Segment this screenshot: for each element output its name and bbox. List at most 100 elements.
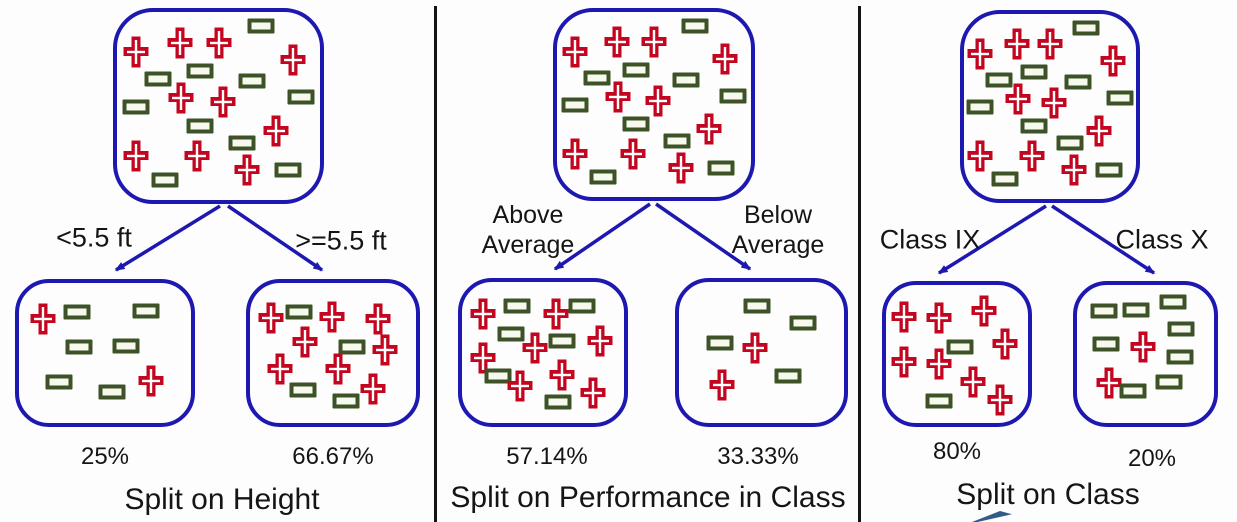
percentage-left: 57.14% <box>506 443 588 470</box>
minus-icon <box>1159 294 1187 310</box>
plus-icon <box>605 81 631 113</box>
plus-icon <box>184 140 210 172</box>
plus-icon <box>280 44 306 76</box>
plus-icon <box>742 332 768 364</box>
plus-icon <box>641 26 667 58</box>
minus-icon <box>497 326 525 342</box>
minus-icon <box>622 116 650 132</box>
minus-icon <box>583 70 611 86</box>
plus-icon <box>210 86 236 118</box>
minus-icon <box>548 333 576 349</box>
minus-icon <box>228 135 256 151</box>
percentage-left: 80% <box>932 438 982 465</box>
minus-icon <box>98 384 126 400</box>
plus-icon <box>987 384 1013 416</box>
panel-divider <box>434 6 437 522</box>
plus-icon <box>549 359 575 391</box>
percentage-right: 20% <box>1127 445 1177 472</box>
plus-icon <box>580 377 606 409</box>
plus-icon <box>709 369 735 401</box>
plus-icon <box>1037 28 1063 60</box>
plus-icon <box>712 43 738 75</box>
plus-icon <box>891 301 917 333</box>
plus-icon <box>620 138 646 170</box>
plus-icon <box>604 26 630 58</box>
minus-icon <box>1020 118 1048 134</box>
branch-label-left: Above Average <box>481 201 575 259</box>
plus-icon <box>360 373 386 405</box>
left-child-node <box>458 278 628 427</box>
minus-icon <box>1167 321 1195 337</box>
minus-icon <box>663 133 690 149</box>
minus-icon <box>151 172 179 188</box>
minus-icon <box>1064 74 1092 90</box>
minus-icon <box>1092 336 1120 352</box>
panel-title: Split on Height <box>124 483 320 516</box>
plus-icon <box>960 366 986 398</box>
minus-icon <box>544 394 572 410</box>
plus-icon <box>30 303 56 335</box>
plus-icon <box>470 342 496 374</box>
percentage-right: 33.33% <box>717 443 799 470</box>
plus-icon <box>696 113 722 145</box>
plus-icon <box>138 365 164 397</box>
minus-icon <box>122 99 150 115</box>
branch-label-left: Class IX <box>879 224 981 255</box>
plus-icon <box>562 36 588 68</box>
plus-icon <box>668 152 694 184</box>
plus-icon <box>470 298 496 330</box>
plus-icon <box>891 346 917 378</box>
minus-icon <box>274 162 302 178</box>
left-child-node <box>882 281 1032 427</box>
minus-icon <box>1056 135 1084 151</box>
minus-icon <box>622 62 650 78</box>
plus-icon <box>263 115 289 147</box>
panel-title: Split on Performance in Class <box>450 481 846 514</box>
minus-icon <box>1072 20 1100 36</box>
plus-icon <box>967 38 993 70</box>
minus-icon <box>332 393 360 409</box>
plus-icon <box>1100 45 1126 77</box>
minus-icon <box>1155 374 1183 390</box>
minus-icon <box>991 171 1019 187</box>
plus-icon <box>206 27 232 59</box>
branch-label-right: Below Average <box>731 201 825 259</box>
minus-icon <box>247 18 275 34</box>
minus-icon <box>589 169 617 185</box>
plus-icon <box>1019 140 1045 172</box>
plus-icon <box>234 154 260 186</box>
plus-icon <box>522 332 548 364</box>
minus-icon <box>65 339 93 355</box>
minus-icon <box>672 72 700 88</box>
minus-icon <box>1106 90 1134 106</box>
plus-icon <box>562 138 588 170</box>
plus-icon <box>971 295 997 327</box>
minus-icon <box>1090 303 1118 319</box>
plus-icon <box>123 140 149 172</box>
root-node <box>113 8 324 204</box>
minus-icon <box>45 374 73 390</box>
right-child-node <box>675 278 848 427</box>
minus-icon <box>186 118 214 134</box>
minus-icon <box>1166 349 1194 365</box>
minus-icon <box>707 160 735 176</box>
plus-icon <box>1086 115 1111 147</box>
root-node <box>960 10 1140 203</box>
minus-icon <box>985 72 1013 88</box>
plus-icon <box>645 85 671 117</box>
plus-icon <box>507 370 533 402</box>
minus-icon <box>681 18 709 34</box>
right-child-node <box>246 279 420 427</box>
minus-icon <box>186 63 214 79</box>
percentage-right: 66.67% <box>292 443 374 470</box>
plus-icon <box>1004 28 1030 60</box>
plus-icon <box>292 326 318 358</box>
minus-icon <box>285 304 313 320</box>
minus-icon <box>1020 64 1048 80</box>
minus-icon <box>132 303 160 319</box>
minus-icon <box>561 97 589 113</box>
plus-icon <box>587 325 613 357</box>
minus-icon <box>238 73 266 89</box>
plus-icon <box>267 353 293 385</box>
plus-icon <box>123 36 149 68</box>
